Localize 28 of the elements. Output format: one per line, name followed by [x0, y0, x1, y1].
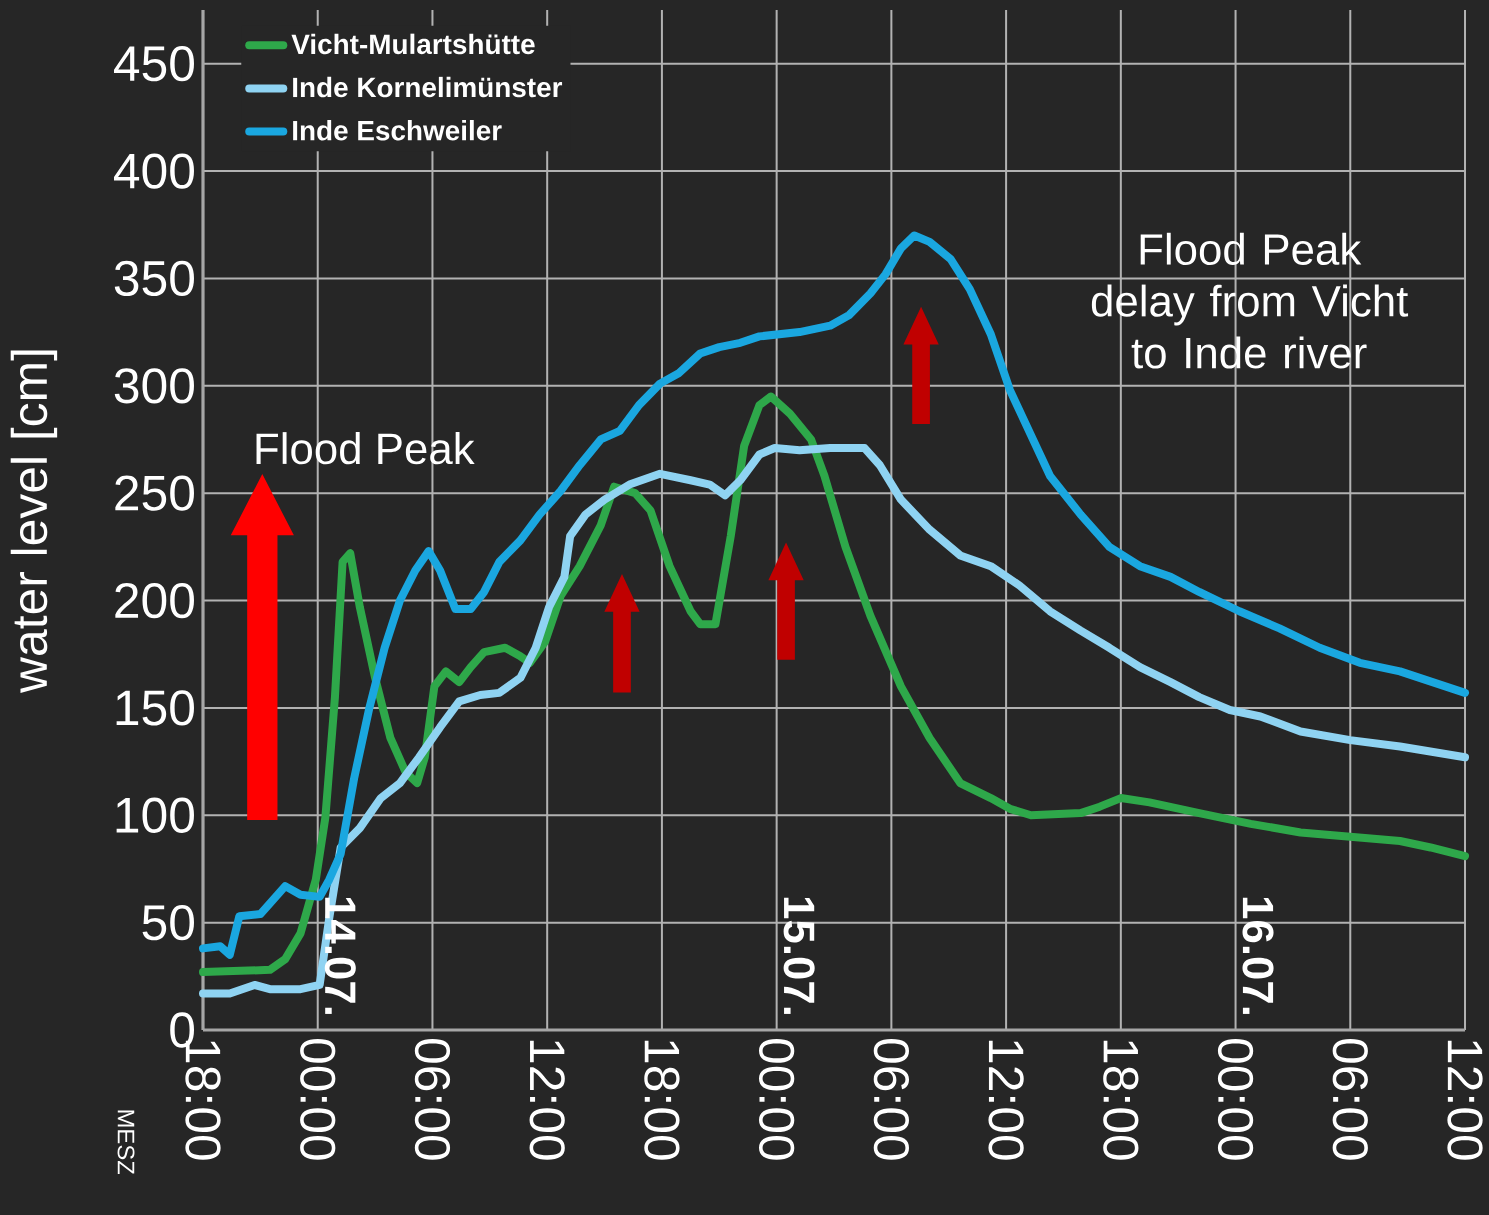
legend-label: Inde Eschweiler	[293, 120, 502, 141]
annotation: 16.07.	[1242, 897, 1274, 1014]
x-tick-label: 00:00	[1217, 1038, 1254, 1160]
x-tick-label: 12:00	[988, 1040, 1024, 1160]
y-tick-label: 450	[114, 46, 194, 82]
annotation: 14.07.	[324, 897, 356, 1014]
y-tick-label: 250	[115, 475, 194, 511]
y-tick-label: 100	[116, 797, 194, 833]
y-tick-label: 350	[114, 260, 194, 297]
x-tick-label: 18:00	[644, 1040, 680, 1160]
y-axis-title: water level [cm]	[10, 350, 58, 694]
x-tick-label: 00:00	[300, 1038, 336, 1160]
y-tick-label: 200	[115, 582, 194, 619]
y-tick-label: 400	[114, 153, 194, 189]
y-tick-label: 300	[114, 368, 194, 404]
x-tick-label: 12:00	[1447, 1040, 1483, 1160]
x-tick-label: 06:00	[414, 1038, 451, 1160]
annotation: 15.07.	[783, 897, 815, 1014]
y-tick-label: 150	[116, 690, 194, 726]
y-tick-label: 50	[142, 904, 194, 941]
x-tick-label: 00:00	[758, 1038, 795, 1160]
legend-label: Vicht-Mulartshütte	[291, 33, 535, 55]
x-tick-label: 06:00	[873, 1038, 909, 1160]
text: MESZ	[117, 1110, 135, 1175]
legend-label: Inde Kornelimünster	[293, 76, 563, 98]
x-tick-label: 06:00	[1332, 1038, 1368, 1160]
x-tick-label: 18:00	[1103, 1040, 1139, 1160]
x-tick-label: 12:00	[529, 1040, 565, 1160]
